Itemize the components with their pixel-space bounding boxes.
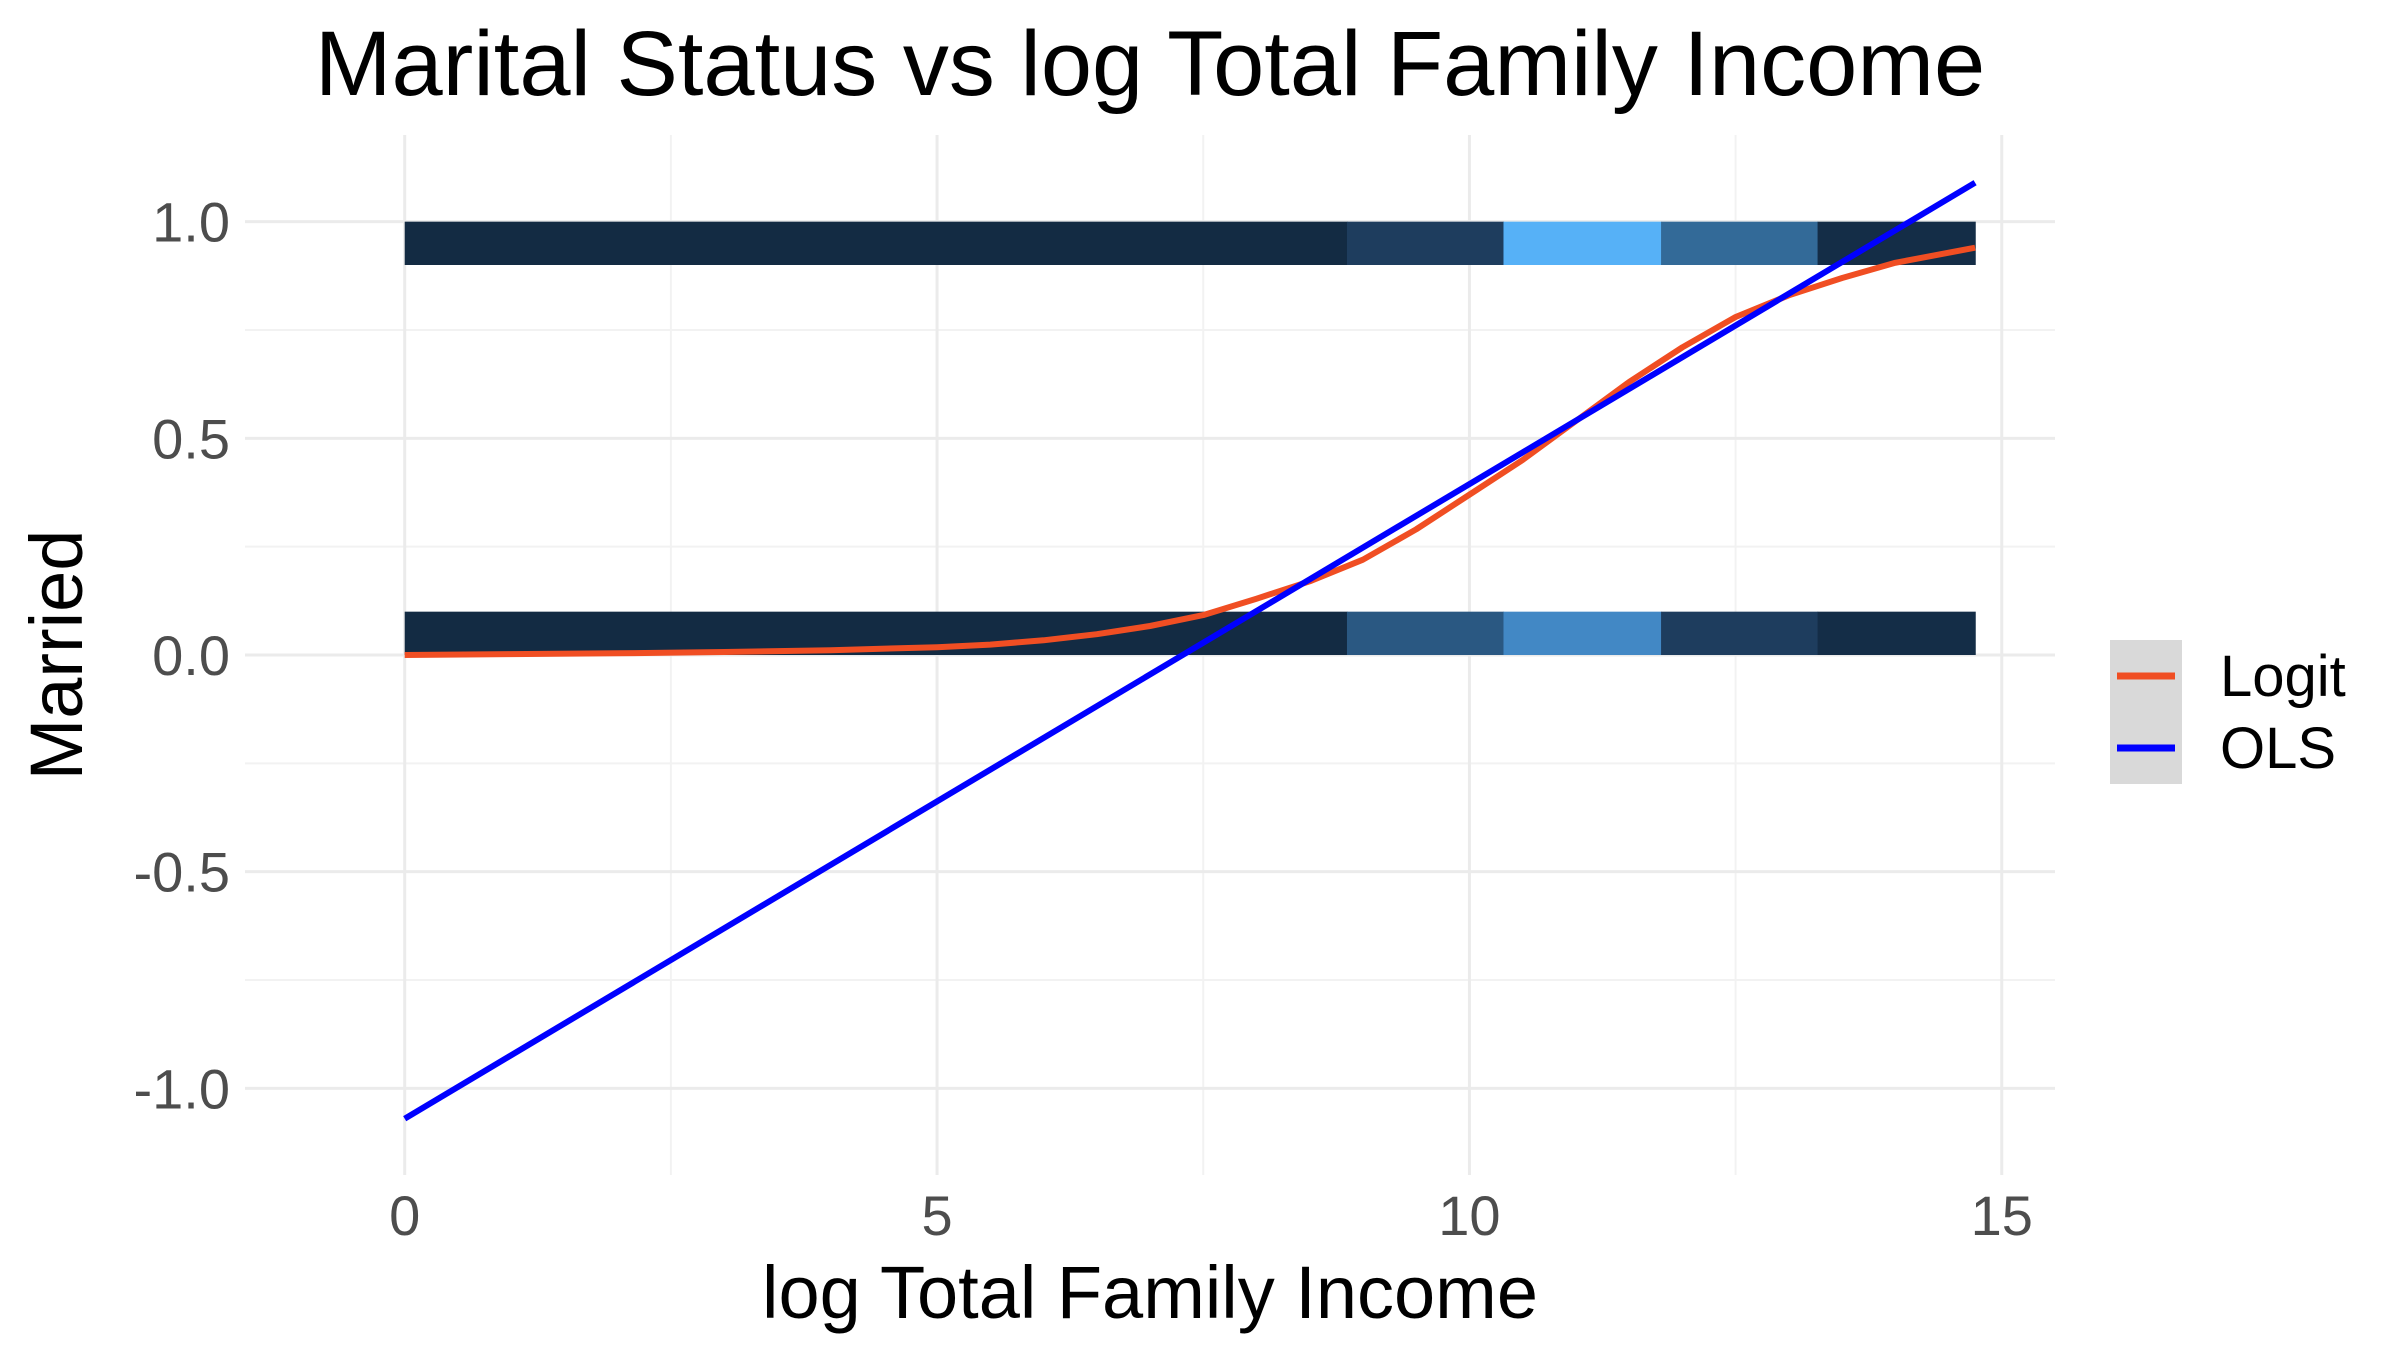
- y-tick-labels: -1.0 -0.5 0.0 0.5 1.0: [134, 191, 231, 1121]
- x-axis-title: log Total Family Income: [762, 1251, 1538, 1334]
- legend: Logit OLS: [2110, 640, 2346, 784]
- y-tick-label: -1.0: [134, 1057, 231, 1120]
- heat-bin: [1503, 611, 1662, 655]
- y-axis-title: Married: [15, 530, 98, 781]
- series-line-ols: [403, 180, 1977, 1122]
- series-line-logit: [404, 244, 1976, 658]
- y-tick-label: 0.5: [152, 407, 230, 470]
- y-tick-label: 0.0: [152, 624, 230, 687]
- legend-label: Logit: [2220, 644, 2346, 709]
- x-tick-label: 10: [1438, 1184, 1500, 1247]
- chart-title: Marital Status vs log Total Family Incom…: [315, 13, 1985, 115]
- heat-bin: [1661, 611, 1819, 655]
- y-tick-label: 1.0: [152, 191, 230, 254]
- heat-bin: [404, 221, 1348, 265]
- x-tick-label: 5: [921, 1184, 952, 1247]
- heat-bin: [1503, 221, 1662, 265]
- heat-bands: [404, 221, 1976, 655]
- x-tick-label: 15: [1971, 1184, 2033, 1247]
- x-tick-label: 0: [389, 1184, 420, 1247]
- legend-label: OLS: [2220, 716, 2336, 781]
- heat-bin: [1817, 611, 1976, 655]
- x-tick-labels: 0 5 10 15: [389, 1184, 2033, 1247]
- heat-bin: [1346, 611, 1505, 655]
- series-lines: [403, 180, 1977, 1122]
- heat-bin: [1346, 221, 1505, 265]
- y-tick-label: -0.5: [134, 841, 231, 904]
- heat-bin: [1661, 221, 1819, 265]
